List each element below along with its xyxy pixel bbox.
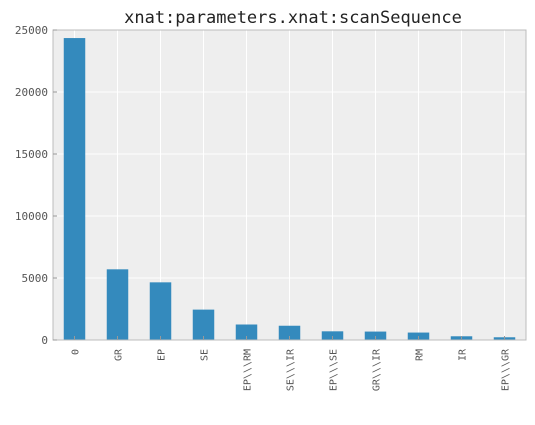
x-tick-label: GR\\\IR [372,348,383,391]
x-tick-label: SE [200,349,211,361]
bar [192,309,215,340]
y-tick-label: 20000 [15,86,48,99]
x-tick-label: EP [157,349,168,361]
x-axis: 0 GR EP SE EP\\\RM SE\\\IR EP\\\SE GR\\\IR RM IR E… [71,336,512,391]
y-tick-label: 25000 [15,24,48,37]
bar [278,325,301,340]
grid-lines [53,29,526,341]
x-tick-label: EP\\\RM [243,349,254,391]
x-tick-label: RM [415,349,426,361]
x-tick-label: GR [114,348,125,361]
bar [364,331,387,340]
x-tick-label: 0 [71,349,82,355]
y-tick-label: 5000 [22,272,49,285]
y-tick-label: 15000 [15,148,48,161]
x-tick-label: IR [458,348,469,361]
x-tick-label: EP\\\SE [329,349,340,391]
y-axis: 0 5000 10000 15000 20000 25000 [15,24,57,347]
bar [149,282,172,340]
bar [63,38,86,341]
y-tick-label: 10000 [15,210,48,223]
bar [321,331,344,340]
x-tick-label: SE\\\IR [286,348,297,391]
chart-title: xnat:parameters.xnat:scanSequence [124,8,462,28]
x-tick-label: EP\\\GR [501,348,512,391]
bar [235,324,258,340]
bars [63,38,516,341]
bar [106,269,129,340]
y-tick-label: 0 [41,334,48,347]
